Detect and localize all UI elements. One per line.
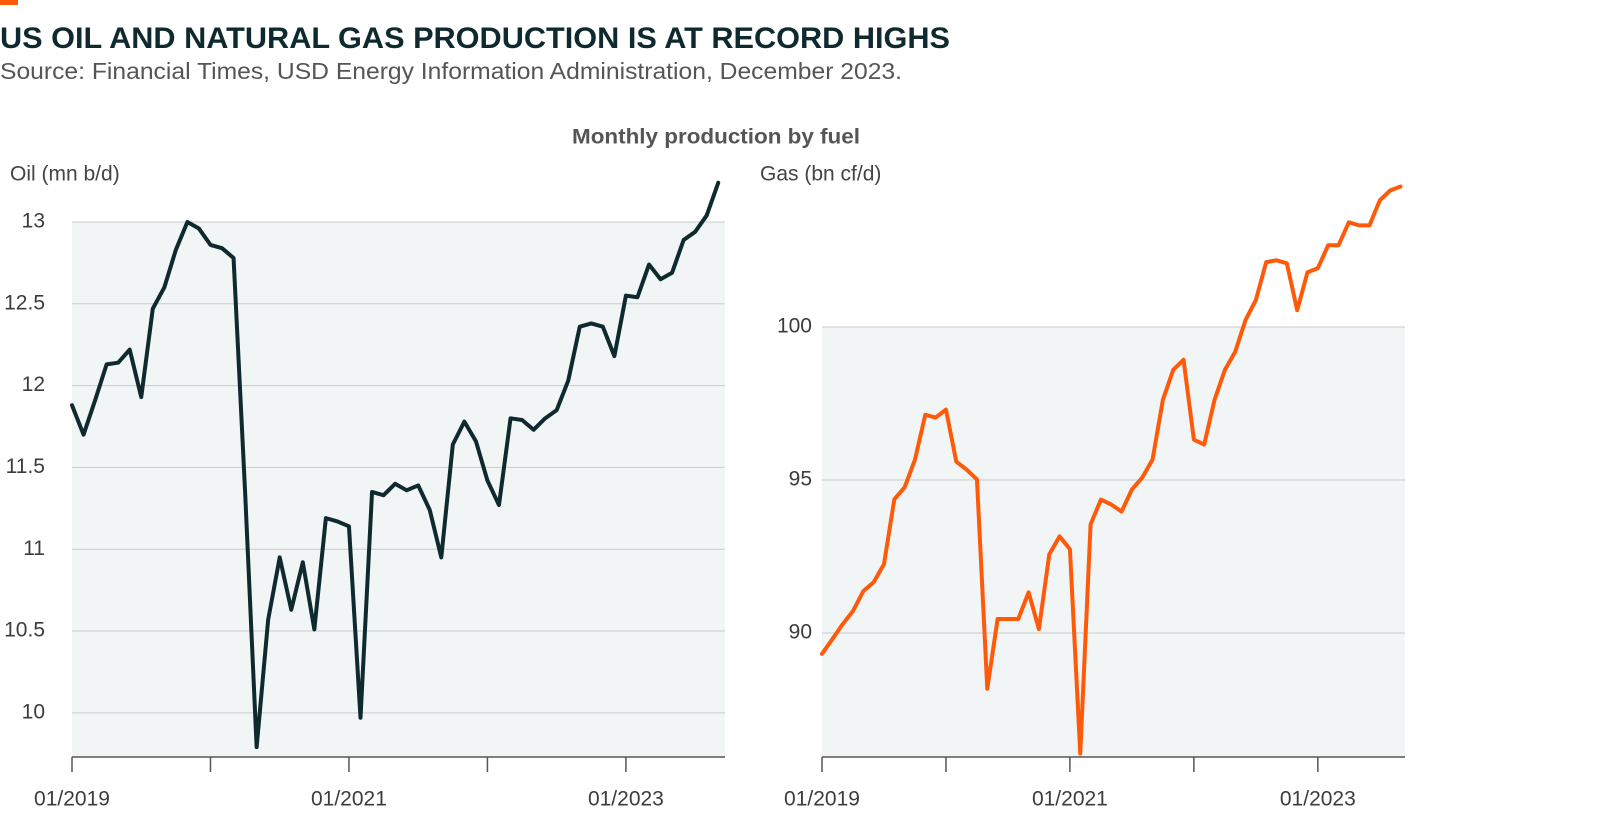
x-tick-label: 01/2023 (588, 788, 664, 811)
accent-bar (0, 0, 18, 5)
y-tick-label: 12 (22, 373, 45, 396)
y-tick-label: 10.5 (4, 619, 45, 642)
y-tick-label: 90 (789, 621, 812, 644)
x-tick-label: 01/2021 (1032, 788, 1108, 811)
y-tick-label: 10 (22, 700, 45, 723)
x-tick-label: 01/2019 (34, 788, 110, 811)
title: US OIL AND NATURAL GAS PRODUCTION IS AT … (0, 22, 950, 55)
y-axis-label: Oil (mn b/d) (10, 163, 120, 186)
y-tick-label: 11.5 (6, 455, 45, 478)
plot-background (822, 327, 1405, 757)
y-axis-label: Gas (bn cf/d) (760, 163, 881, 186)
subtitle: Source: Financial Times, USD Energy Info… (0, 58, 902, 84)
plot-background (72, 222, 725, 757)
data-line (70, 180, 721, 750)
y-tick-label: 13 (22, 210, 45, 233)
y-tick-label: 12.5 (4, 291, 45, 314)
x-tick-label: 01/2019 (784, 788, 860, 811)
x-tick-label: 01/2023 (1280, 788, 1356, 811)
y-tick-label: 100 (777, 315, 812, 338)
chart-title: Monthly production by fuel (572, 126, 860, 149)
x-tick-label: 01/2021 (311, 788, 387, 811)
data-line (820, 184, 1403, 756)
y-tick-label: 11 (23, 537, 45, 560)
y-tick-label: 95 (789, 468, 812, 491)
